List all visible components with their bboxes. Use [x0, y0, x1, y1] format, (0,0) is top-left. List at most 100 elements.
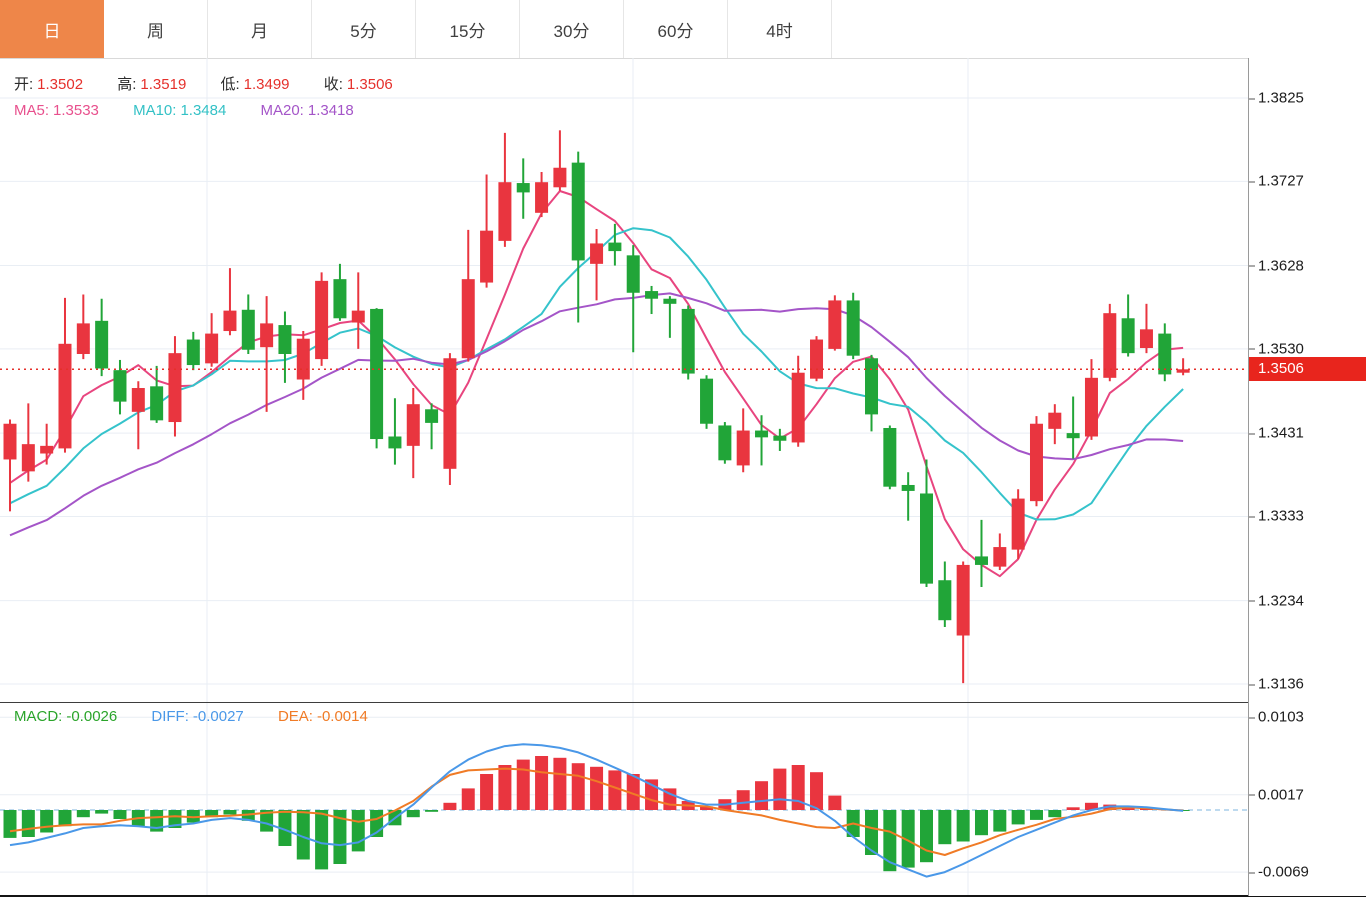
ma5-value: 1.3533 — [53, 102, 99, 119]
candle-body — [425, 409, 439, 423]
close-value: 1.3506 — [346, 76, 393, 93]
macd-hist-bar — [810, 772, 824, 810]
macd-hist-bar — [865, 810, 879, 855]
price-tick-label: 1.3628 — [1249, 257, 1304, 274]
macd-hist-bar — [535, 756, 549, 810]
candle-body — [755, 430, 769, 438]
candle-body — [370, 308, 384, 440]
candle-body — [956, 564, 970, 636]
macd-hist-bar — [260, 810, 274, 832]
macd-hist-bar — [608, 770, 622, 810]
macd-hist-bar — [113, 810, 127, 819]
price-tick-label: 1.3825 — [1249, 90, 1304, 107]
macd-hist-bar — [571, 763, 585, 810]
candle-body — [461, 279, 475, 359]
macd-tick-label: 0.0017 — [1249, 786, 1304, 803]
macd-hist-bar — [205, 810, 219, 818]
candle-body — [663, 298, 677, 304]
candle-body — [1139, 329, 1153, 349]
tab-月[interactable]: 月 — [208, 0, 312, 58]
price-tick-label: 1.3136 — [1249, 675, 1304, 692]
candle-body — [1029, 423, 1043, 502]
macd-hist-bar — [1084, 802, 1098, 810]
candle-body — [535, 182, 549, 213]
candle-body — [901, 484, 915, 491]
tab-4时[interactable]: 4时 — [728, 0, 832, 58]
candle-body — [736, 430, 750, 466]
macd-hist-bar — [333, 810, 347, 864]
macd-hist-bar — [40, 810, 54, 833]
candle-body — [443, 358, 457, 469]
dea-label: DEA: — [277, 708, 313, 725]
candle-body — [1158, 333, 1172, 375]
macd-hist-bar — [920, 810, 933, 863]
macd-hist-bar — [425, 810, 439, 812]
diff-value: -0.0027 — [192, 708, 244, 725]
candle-body — [388, 436, 402, 449]
candle-body — [718, 425, 732, 461]
tab-5分[interactable]: 5分 — [312, 0, 416, 58]
macd-hist-bar — [498, 765, 512, 810]
macd-hist-bar — [956, 810, 970, 842]
macd-hist-bar — [516, 759, 530, 810]
macd-hist-bar — [296, 810, 310, 860]
candle-body — [480, 230, 494, 283]
ohlc-info: 开: 1.3502 高: 1.3519 低: 1.3499 收: 1.3506 — [14, 73, 397, 94]
macd-hist-bar — [480, 774, 494, 810]
macd-hist-bar — [993, 810, 1007, 832]
candle-body — [131, 388, 145, 412]
macd-value: -0.0026 — [66, 708, 118, 725]
tab-周[interactable]: 周 — [104, 0, 208, 58]
candle-body — [571, 162, 585, 261]
macd-hist-bar — [736, 790, 750, 810]
dea-line — [9, 767, 1184, 856]
candle-body — [1066, 433, 1080, 439]
macd-hist-bar — [150, 810, 164, 832]
tab-日[interactable]: 日 — [0, 0, 104, 58]
candle-body — [406, 404, 420, 446]
candle-body — [773, 435, 787, 441]
candle-body — [1048, 412, 1062, 429]
high-value: 1.3519 — [140, 76, 187, 93]
tab-30分[interactable]: 30分 — [520, 0, 624, 58]
candle-body — [315, 280, 329, 360]
interval-tab-bar: 日周月 5分 15分 30分 60分 4时 — [0, 0, 1366, 59]
tab-15分[interactable]: 15分 — [416, 0, 520, 58]
macd-info: MACD: -0.0026 DIFF: -0.0027 DEA: -0.0014 — [14, 708, 372, 725]
macd-hist-bar — [58, 810, 72, 827]
tab-60分[interactable]: 60分 — [624, 0, 728, 58]
open-label: 开: — [14, 76, 34, 93]
low-value: 1.3499 — [243, 76, 290, 93]
macd-hist-bar — [223, 810, 237, 815]
candle-body — [1121, 318, 1135, 354]
macd-hist-bar — [315, 810, 329, 870]
ma20-line — [9, 292, 1184, 537]
macd-chart[interactable] — [0, 703, 1248, 896]
candle-body — [828, 300, 842, 349]
candle-body — [974, 556, 988, 565]
macd-hist-bar — [443, 802, 457, 810]
macd-hist-bar — [974, 810, 988, 836]
candle-body — [791, 372, 805, 443]
price-chart[interactable] — [0, 58, 1248, 703]
macd-hist-bar — [3, 810, 17, 838]
candle-body — [40, 445, 54, 454]
candle-body — [920, 493, 933, 584]
macd-hist-bar — [1121, 808, 1135, 810]
macd-hist-bar — [1066, 807, 1080, 810]
price-axis: 1.3506 1.3825 1.3727 1.3628 1.3530 1.3431 1.3… — [1248, 58, 1366, 896]
close-label: 收: — [323, 76, 343, 93]
candle-body — [95, 320, 109, 369]
chart-bottom-border — [0, 895, 1366, 897]
panel-divider — [0, 702, 1366, 703]
candle-body — [938, 580, 952, 621]
ma20-value: 1.3418 — [307, 102, 354, 119]
macd-hist-bar — [95, 810, 109, 814]
candle-body — [645, 291, 659, 299]
candle-body — [58, 343, 72, 449]
candle-body — [168, 353, 182, 423]
dea-value: -0.0014 — [316, 708, 368, 725]
macd-hist-bar — [791, 765, 805, 810]
macd-hist-bar — [1048, 810, 1062, 818]
